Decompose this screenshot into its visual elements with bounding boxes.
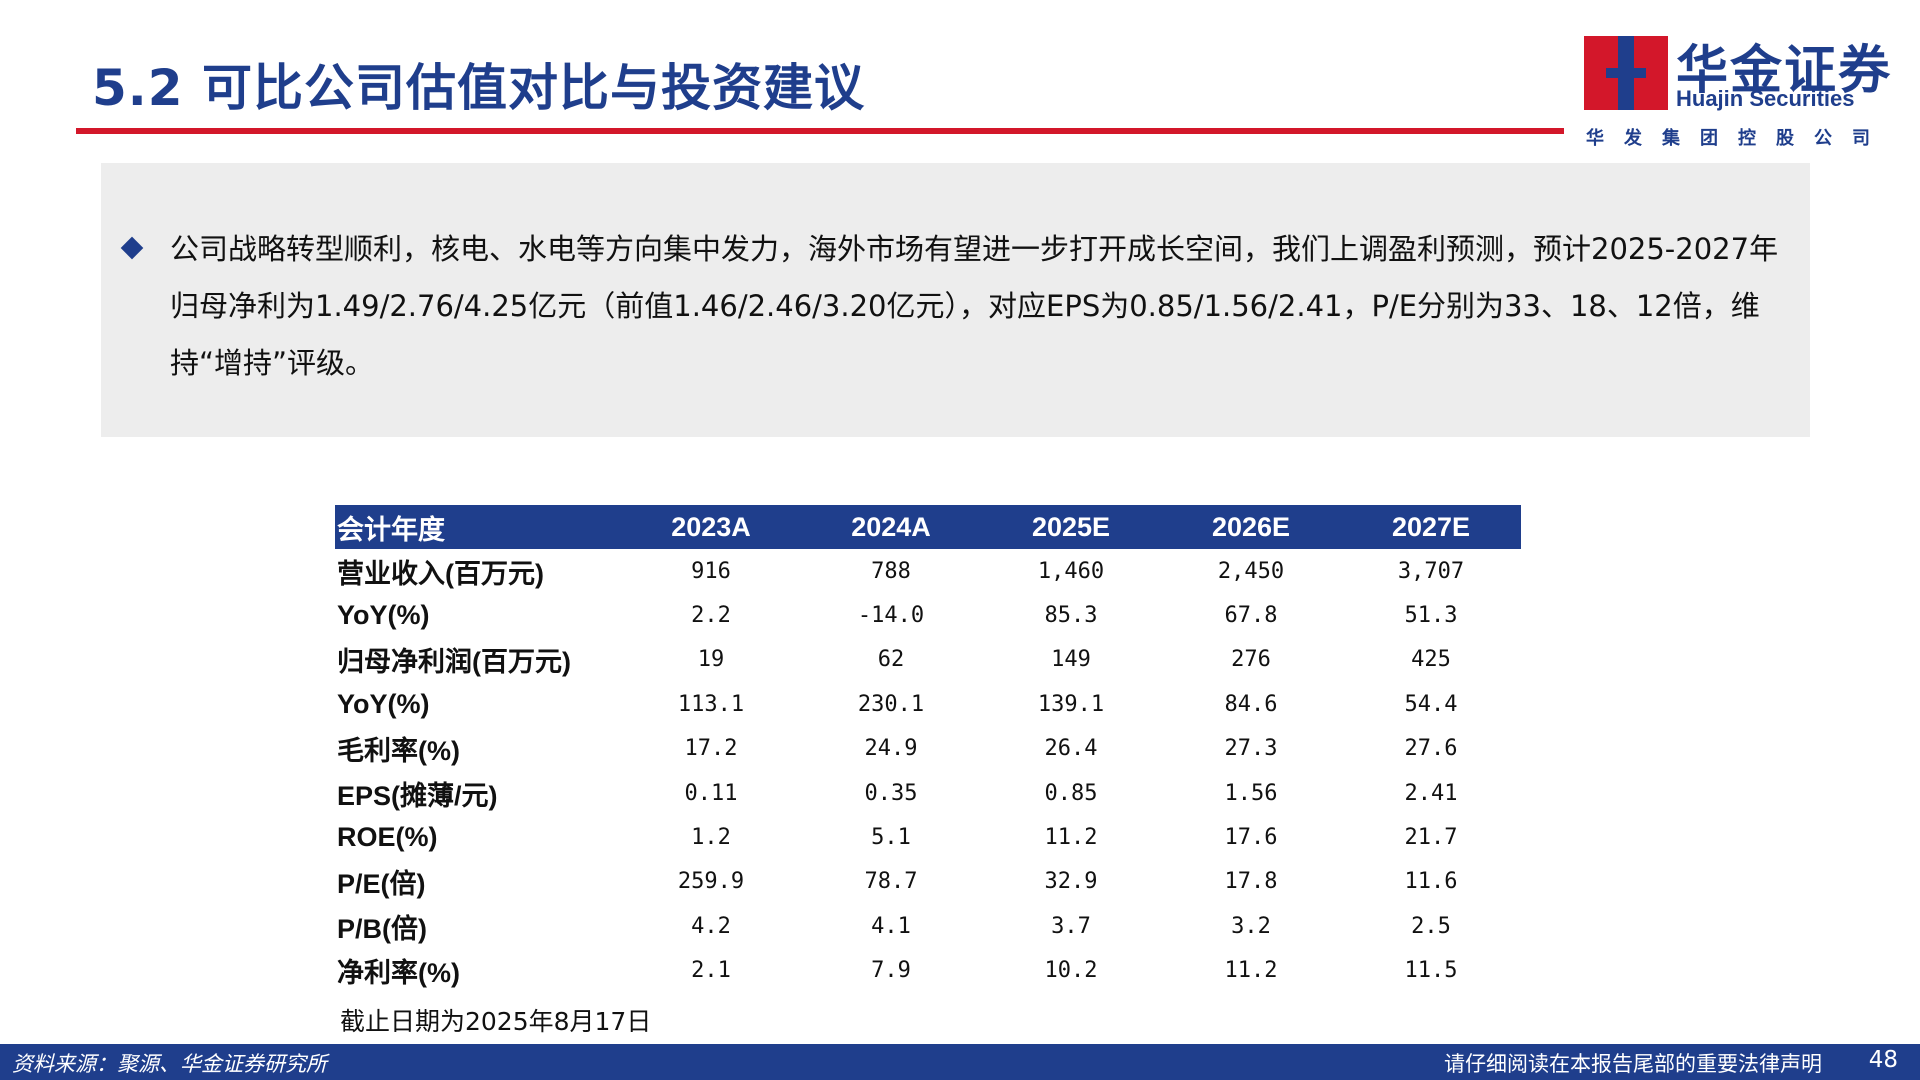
page-number: 48 — [1868, 1047, 1898, 1073]
table-cell: 85.3 — [1044, 603, 1098, 629]
footer-bar: 资料来源：聚源、华金证券研究所 请仔细阅读在本报告尾部的重要法律声明 48 — [0, 1044, 1920, 1080]
table-cell: 4.2 — [691, 913, 731, 939]
row-label: P/E(倍) — [337, 869, 426, 900]
table-cell: 7.9 — [871, 958, 911, 984]
table-cell: 149 — [1051, 647, 1091, 673]
table-row: ROE(%) 1.2 5.1 11.2 17.6 21.7 — [335, 815, 1521, 859]
table-cell: -14.0 — [857, 603, 925, 629]
table-row: 归母净利润(百万元) 19 62 149 276 425 — [335, 638, 1521, 682]
table-cell: 27.6 — [1404, 736, 1458, 762]
table-cell: 84.6 — [1224, 691, 1278, 717]
table-cell: 11.5 — [1404, 958, 1458, 984]
table-cell: 788 — [871, 558, 911, 584]
table-cell: 11.6 — [1404, 869, 1458, 895]
table-cell: 2.2 — [691, 603, 731, 629]
row-label: 归母净利润(百万元) — [337, 647, 571, 678]
table-cell: 2,450 — [1217, 558, 1285, 584]
table-row: YoY(%) 2.2 -14.0 85.3 67.8 51.3 — [335, 593, 1521, 637]
table-cell: 0.35 — [864, 780, 918, 806]
table-cell: 17.2 — [684, 736, 738, 762]
table-cell: 3,707 — [1397, 558, 1465, 584]
row-label: YoY(%) — [337, 600, 430, 631]
row-label: YoY(%) — [337, 688, 430, 719]
row-label: 营业收入(百万元) — [337, 558, 544, 589]
table-cell: 21.7 — [1404, 825, 1458, 851]
table-cell: 24.9 — [864, 736, 918, 762]
table-cell: 916 — [691, 558, 731, 584]
header-2025e: 2025E — [981, 505, 1161, 549]
table-cell: 2.41 — [1404, 780, 1458, 806]
table-cell: 62 — [877, 647, 905, 673]
table-cell: 1.2 — [691, 825, 731, 851]
table-cell: 139.1 — [1037, 691, 1105, 717]
data-source: 资料来源：聚源、华金证券研究所 — [12, 1052, 327, 1076]
row-label: EPS(摊薄/元) — [337, 780, 498, 811]
table-cell: 2.5 — [1411, 913, 1451, 939]
table-cell: 259.9 — [677, 869, 745, 895]
table-cell: 26.4 — [1044, 736, 1098, 762]
table-cell: 67.8 — [1224, 603, 1278, 629]
logo-chinese-name: 华金证券 — [1676, 41, 1893, 101]
header-2027e: 2027E — [1341, 505, 1521, 549]
header-2026e: 2026E — [1161, 505, 1341, 549]
table-header-row: 会计年度 2023A 2024A 2025E 2026E 2027E — [335, 505, 1521, 549]
table-cell: 2.1 — [691, 958, 731, 984]
table-row: 毛利率(%) 17.2 24.9 26.4 27.3 27.6 — [335, 727, 1521, 771]
table-row: P/E(倍) 259.9 78.7 32.9 17.8 11.6 — [335, 860, 1521, 904]
table-cell: 19 — [697, 647, 725, 673]
huajin-logo-icon — [1584, 36, 1668, 110]
row-label: 净利率(%) — [337, 958, 460, 989]
legal-disclaimer: 请仔细阅读在本报告尾部的重要法律声明 — [1444, 1052, 1822, 1076]
table-cell: 3.2 — [1231, 913, 1271, 939]
table-cell: 0.11 — [684, 780, 738, 806]
table-cell: 425 — [1411, 647, 1451, 673]
title-divider — [76, 128, 1564, 134]
table-date-note: 截止日期为2025年8月17日 — [340, 1007, 652, 1036]
company-logo: 华金证券 Huajin Securities 华发集团控股公司 — [1584, 32, 1894, 152]
table-cell: 3.7 — [1051, 913, 1091, 939]
table-row: 营业收入(百万元) 916 788 1,460 2,450 3,707 — [335, 549, 1521, 593]
investment-summary-box — [101, 163, 1810, 437]
financial-forecast-table: 会计年度 2023A 2024A 2025E 2026E 2027E 营业收入(… — [335, 505, 1521, 993]
header-fiscal-year: 会计年度 — [335, 505, 621, 549]
row-label: P/B(倍) — [337, 913, 427, 944]
table-cell: 32.9 — [1044, 869, 1098, 895]
logo-subtitle: 华发集团控股公司 — [1586, 128, 1890, 149]
table-cell: 78.7 — [864, 869, 918, 895]
table-cell: 11.2 — [1224, 958, 1278, 984]
table-row: YoY(%) 113.1 230.1 139.1 84.6 54.4 — [335, 682, 1521, 726]
table-cell: 54.4 — [1404, 691, 1458, 717]
table-cell: 1.56 — [1224, 780, 1278, 806]
page-title: 5.2 可比公司估值对比与投资建议 — [92, 59, 865, 117]
table-cell: 11.2 — [1044, 825, 1098, 851]
table-cell: 1,460 — [1037, 558, 1105, 584]
table-cell: 0.85 — [1044, 780, 1098, 806]
table-cell: 4.1 — [871, 913, 911, 939]
row-label: 毛利率(%) — [337, 736, 460, 767]
table-row: 净利率(%) 2.1 7.9 10.2 11.2 11.5 — [335, 949, 1521, 993]
row-label: ROE(%) — [337, 822, 438, 853]
logo-english-name: Huajin Securities — [1676, 86, 1855, 111]
investment-summary-text: 公司战略转型顺利，核电、水电等方向集中发力，海外市场有望进一步打开成长空间，我们… — [170, 232, 1779, 380]
table-row: P/B(倍) 4.2 4.1 3.7 3.2 2.5 — [335, 904, 1521, 948]
table-cell: 17.6 — [1224, 825, 1278, 851]
header-2024a: 2024A — [801, 505, 981, 549]
table-cell: 10.2 — [1044, 958, 1098, 984]
table-cell: 51.3 — [1404, 603, 1458, 629]
table-cell: 17.8 — [1224, 869, 1278, 895]
table-cell: 230.1 — [857, 691, 925, 717]
table-cell: 5.1 — [871, 825, 911, 851]
table-cell: 113.1 — [677, 691, 745, 717]
table-row: EPS(摊薄/元) 0.11 0.35 0.85 1.56 2.41 — [335, 771, 1521, 815]
table-cell: 27.3 — [1224, 736, 1278, 762]
table-cell: 276 — [1231, 647, 1271, 673]
header-2023a: 2023A — [621, 505, 801, 549]
